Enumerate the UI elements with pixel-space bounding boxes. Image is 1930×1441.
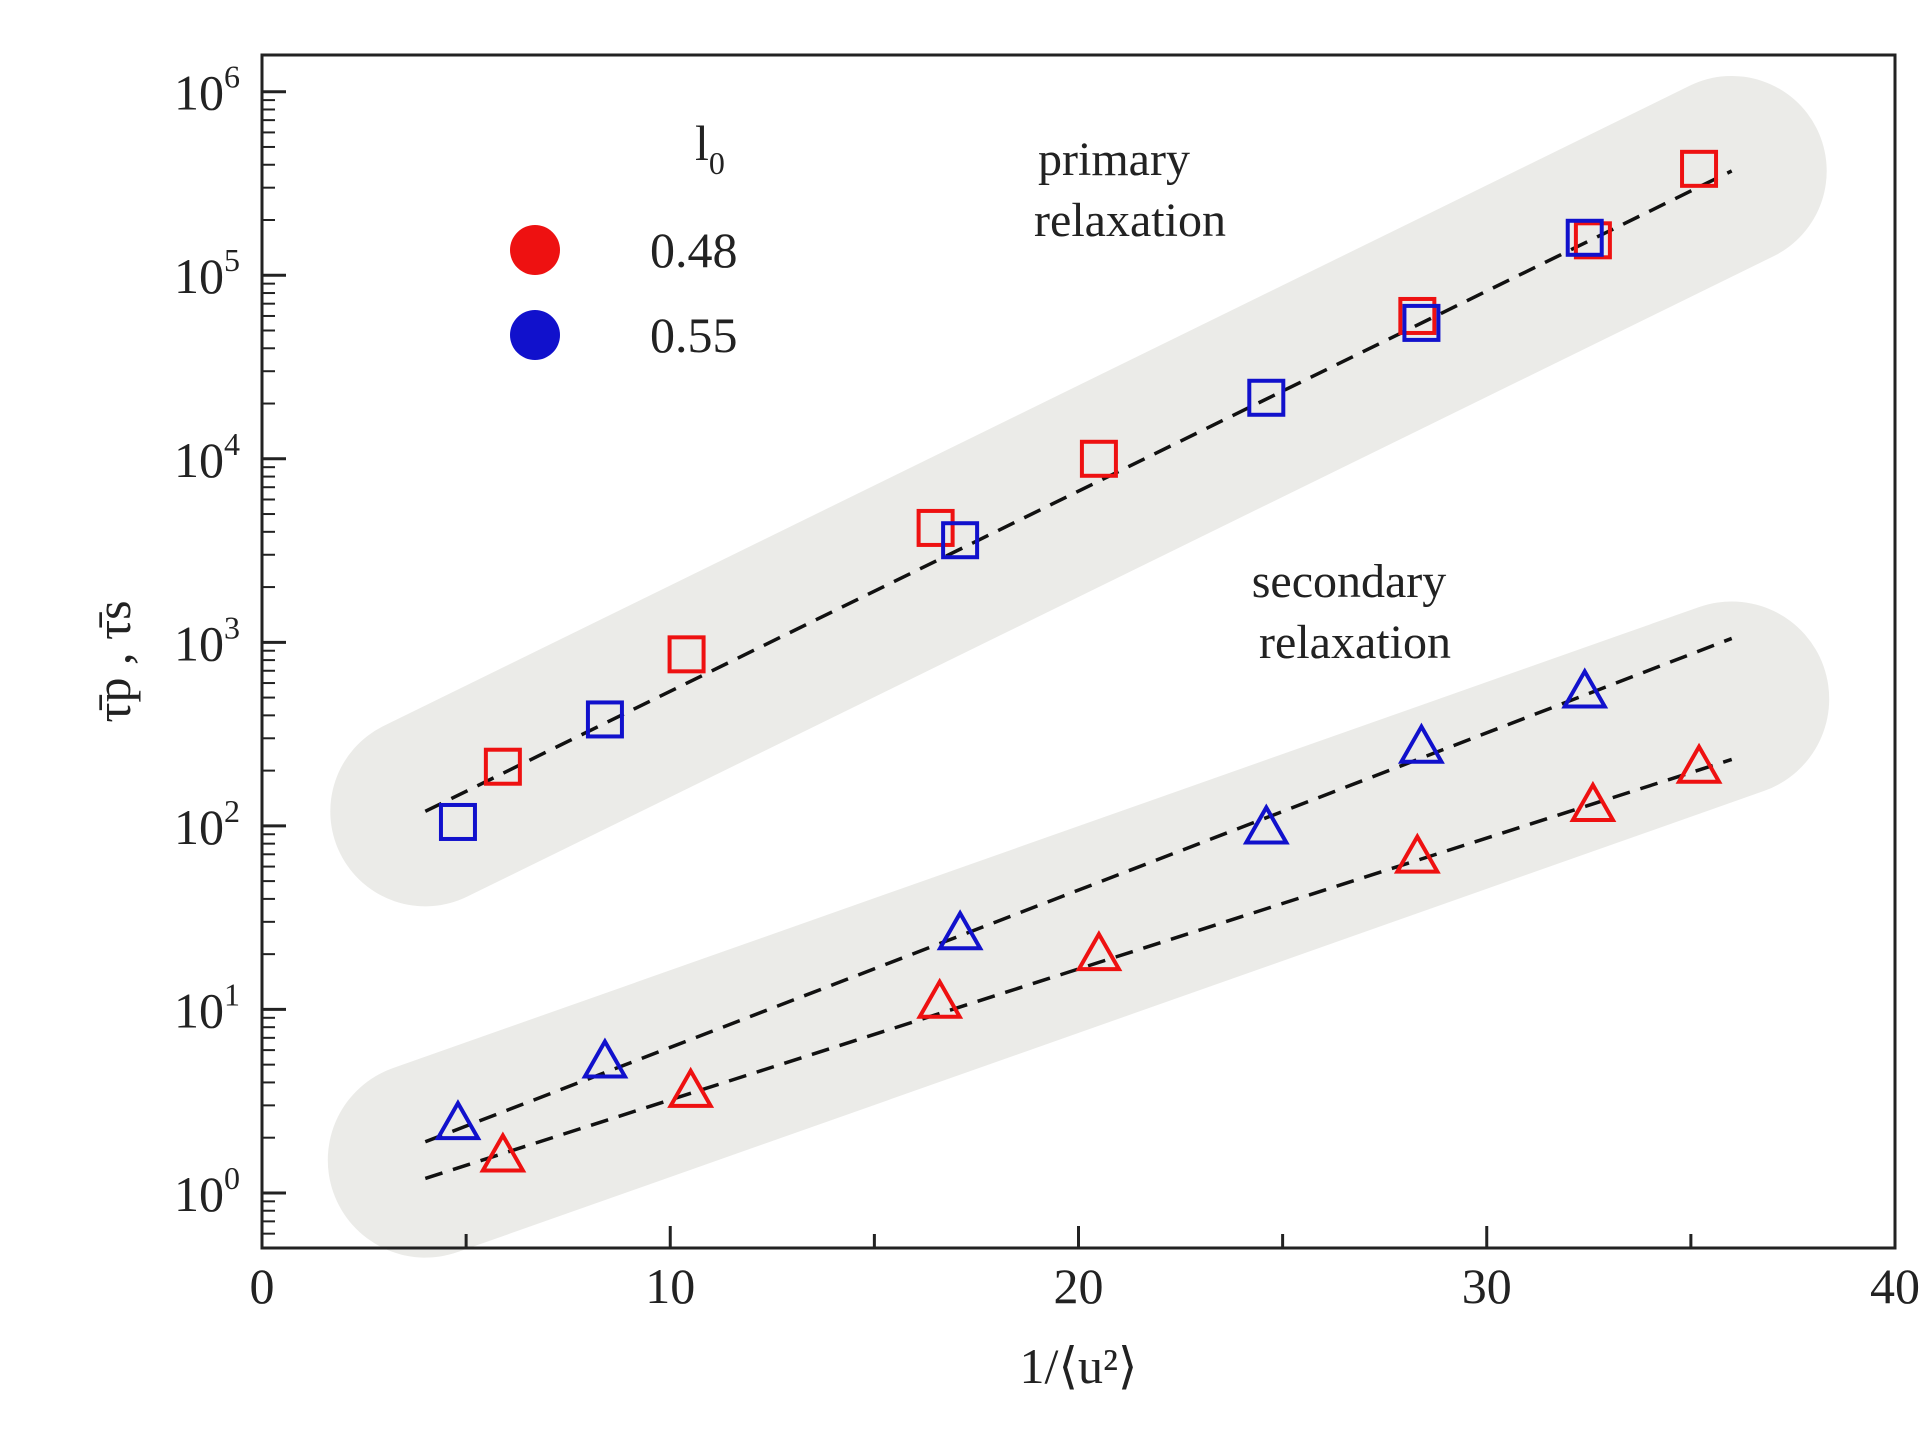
y-tick-base-2: 10 [174,799,224,855]
y-tick-base-5: 10 [174,248,224,304]
marker-primary-s1-0 [438,802,477,841]
marker-secondary-s2-2 [916,977,964,1019]
marker-primary-s0-2 [916,508,955,547]
y-tick-exp-2: 2 [224,793,240,829]
marker-secondary-s3-0 [434,1099,482,1141]
legend-label-0.48: 0.48 [650,222,738,278]
marker-secondary-s2-1 [667,1066,715,1108]
marker-secondary-s2-3 [1075,930,1123,972]
marker-primary-s1-4 [1402,303,1441,342]
x-tick-label-20: 20 [1054,1258,1104,1314]
legend-marker-0.48 [510,225,560,275]
marker-primary-s1-3 [1247,378,1286,417]
y-tick-exp-1: 1 [224,976,240,1012]
x-tick-label-40: 40 [1870,1258,1920,1314]
y-tick-label-6: 106 [174,59,240,121]
marker-secondary-s2-6 [1675,742,1723,784]
annotation-primary-line2: relaxation [1034,194,1226,247]
y-tick-label-4: 104 [174,426,240,488]
y-tick-base-0: 10 [174,1166,224,1222]
x-tick-label-30: 30 [1462,1258,1512,1314]
legend: l0 0.48 0.55 [510,115,738,363]
y-tick-exp-4: 4 [224,426,240,462]
fit-line-0 [424,169,1733,813]
marker-primary-s0-1 [667,635,706,674]
annotation-primary: primary relaxation [1034,133,1226,247]
band-secondary [327,601,1830,1258]
y-tick-base-3: 10 [174,615,224,671]
annotation-secondary: secondary relaxation [1252,555,1459,669]
highlight-bands [327,75,1830,1258]
y-tick-exp-3: 3 [224,609,240,645]
y-tick-label-3: 103 [174,609,240,671]
annotation-secondary-line1: secondary [1252,555,1447,608]
y-axis-label: τ̄p , τ̄s [85,600,141,722]
axis-ticks [260,90,1897,1248]
marker-secondary-s3-3 [1242,803,1290,845]
marker-primary-s0-5 [1573,221,1612,260]
x-tick-label-0: 0 [250,1258,275,1314]
y-tick-exp-5: 5 [224,242,240,278]
marker-secondary-s3-1 [581,1037,629,1079]
legend-title: l0 [695,115,725,181]
data-markers [434,149,1723,1173]
marker-primary-s1-5 [1565,218,1604,257]
annotation-primary-line1: primary [1038,133,1190,186]
y-tick-label-5: 105 [174,242,240,304]
marker-primary-s0-0 [483,747,522,786]
x-axis-label: 1/⟨u²⟩ [1020,1338,1138,1394]
marker-secondary-s3-5 [1561,667,1609,709]
marker-primary-s1-2 [941,521,980,560]
y-tick-base-1: 10 [174,982,224,1038]
y-tick-exp-0: 0 [224,1160,240,1196]
fit-line-2 [424,757,1733,1181]
marker-secondary-s3-2 [936,909,984,951]
y-tick-label-2: 102 [174,793,240,855]
marker-secondary-s2-4 [1393,832,1441,874]
annotation-secondary-line2: relaxation [1259,616,1451,669]
y-tick-base-6: 10 [174,65,224,121]
y-tick-exp-6: 6 [224,59,240,95]
legend-marker-0.55 [510,310,560,360]
marker-primary-s0-6 [1680,149,1719,188]
legend-title-main: l [695,115,709,171]
marker-secondary-s3-4 [1397,722,1445,764]
y-tick-label-1: 101 [174,976,240,1038]
legend-label-0.55: 0.55 [650,307,738,363]
fit-lines [424,169,1733,1181]
legend-title-sub: 0 [709,145,725,181]
marker-primary-s0-4 [1398,296,1437,335]
marker-primary-s1-1 [585,700,624,739]
x-tick-label-10: 10 [645,1258,695,1314]
y-tick-base-4: 10 [174,432,224,488]
marker-secondary-s2-0 [479,1131,527,1173]
fit-line-1 [424,636,1733,1144]
marker-secondary-s2-5 [1569,780,1617,822]
y-tick-label-0: 100 [174,1160,240,1222]
marker-primary-s0-3 [1079,439,1118,478]
